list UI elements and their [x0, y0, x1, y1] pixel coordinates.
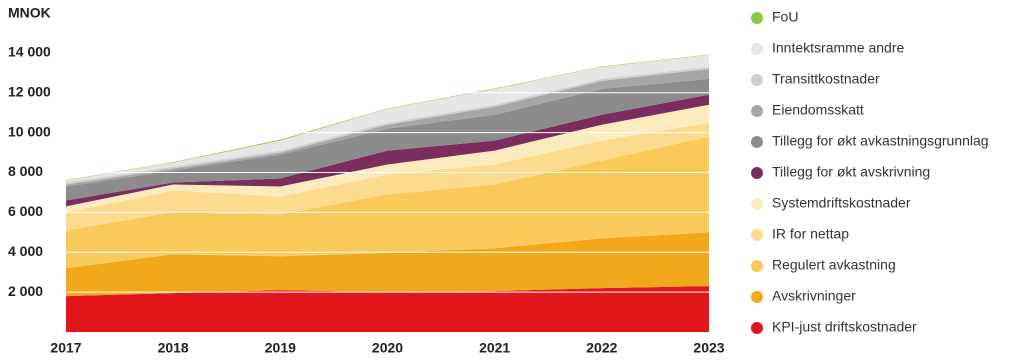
legend-marker: [751, 105, 763, 117]
legend-label: KPI-just driftskostnader: [772, 319, 917, 335]
legend-marker: [751, 322, 763, 334]
legend-marker: [751, 229, 763, 241]
y-axis-label: MNOK: [8, 5, 51, 21]
legend-marker: [751, 167, 763, 179]
y-tick-label: 10 000: [8, 123, 51, 139]
x-tick-label: 2017: [50, 340, 81, 356]
legend-label: FoU: [772, 9, 798, 25]
legend-label: Transittkostnader: [772, 71, 880, 87]
area: [66, 232, 709, 297]
y-tick-label: 8 000: [8, 163, 43, 179]
legend-marker: [751, 43, 763, 55]
legend-label: Inntektsramme andre: [772, 40, 904, 56]
area: [66, 68, 709, 187]
x-tick-label: 2022: [586, 340, 617, 356]
legend-marker: [751, 74, 763, 86]
area: [66, 78, 709, 201]
y-tick-label: 4 000: [8, 243, 43, 259]
x-tick-label: 2018: [158, 340, 189, 356]
x-tick-label: 2019: [265, 340, 296, 356]
legend-marker: [751, 136, 763, 148]
legend-label: Regulert avkastning: [772, 257, 896, 273]
x-tick-label: 2020: [372, 340, 403, 356]
area: [66, 122, 709, 231]
x-tick-label: 2021: [479, 340, 510, 356]
legend-marker: [751, 260, 763, 272]
y-tick-label: 14 000: [8, 44, 51, 60]
legend-label: Avskrivninger: [772, 288, 856, 304]
legend-label: IR for nettap: [772, 226, 849, 242]
legend-label: Tillegg for økt avskrivning: [772, 164, 930, 180]
area: [66, 136, 709, 269]
legend-marker: [751, 291, 763, 303]
area: [66, 54, 709, 183]
legend-marker: [751, 198, 763, 210]
legend-label: Eiendomsskatt: [772, 102, 864, 118]
legend-label: Systemdriftskostnader: [772, 195, 911, 211]
x-tick-label: 2023: [693, 340, 724, 356]
y-tick-label: 6 000: [8, 203, 43, 219]
legend-marker: [751, 12, 763, 24]
y-tick-label: 2 000: [8, 283, 43, 299]
legend-label: Tillegg for økt avkastningsgrunnlag: [772, 133, 989, 149]
area: [66, 286, 709, 332]
y-tick-label: 12 000: [8, 84, 51, 100]
